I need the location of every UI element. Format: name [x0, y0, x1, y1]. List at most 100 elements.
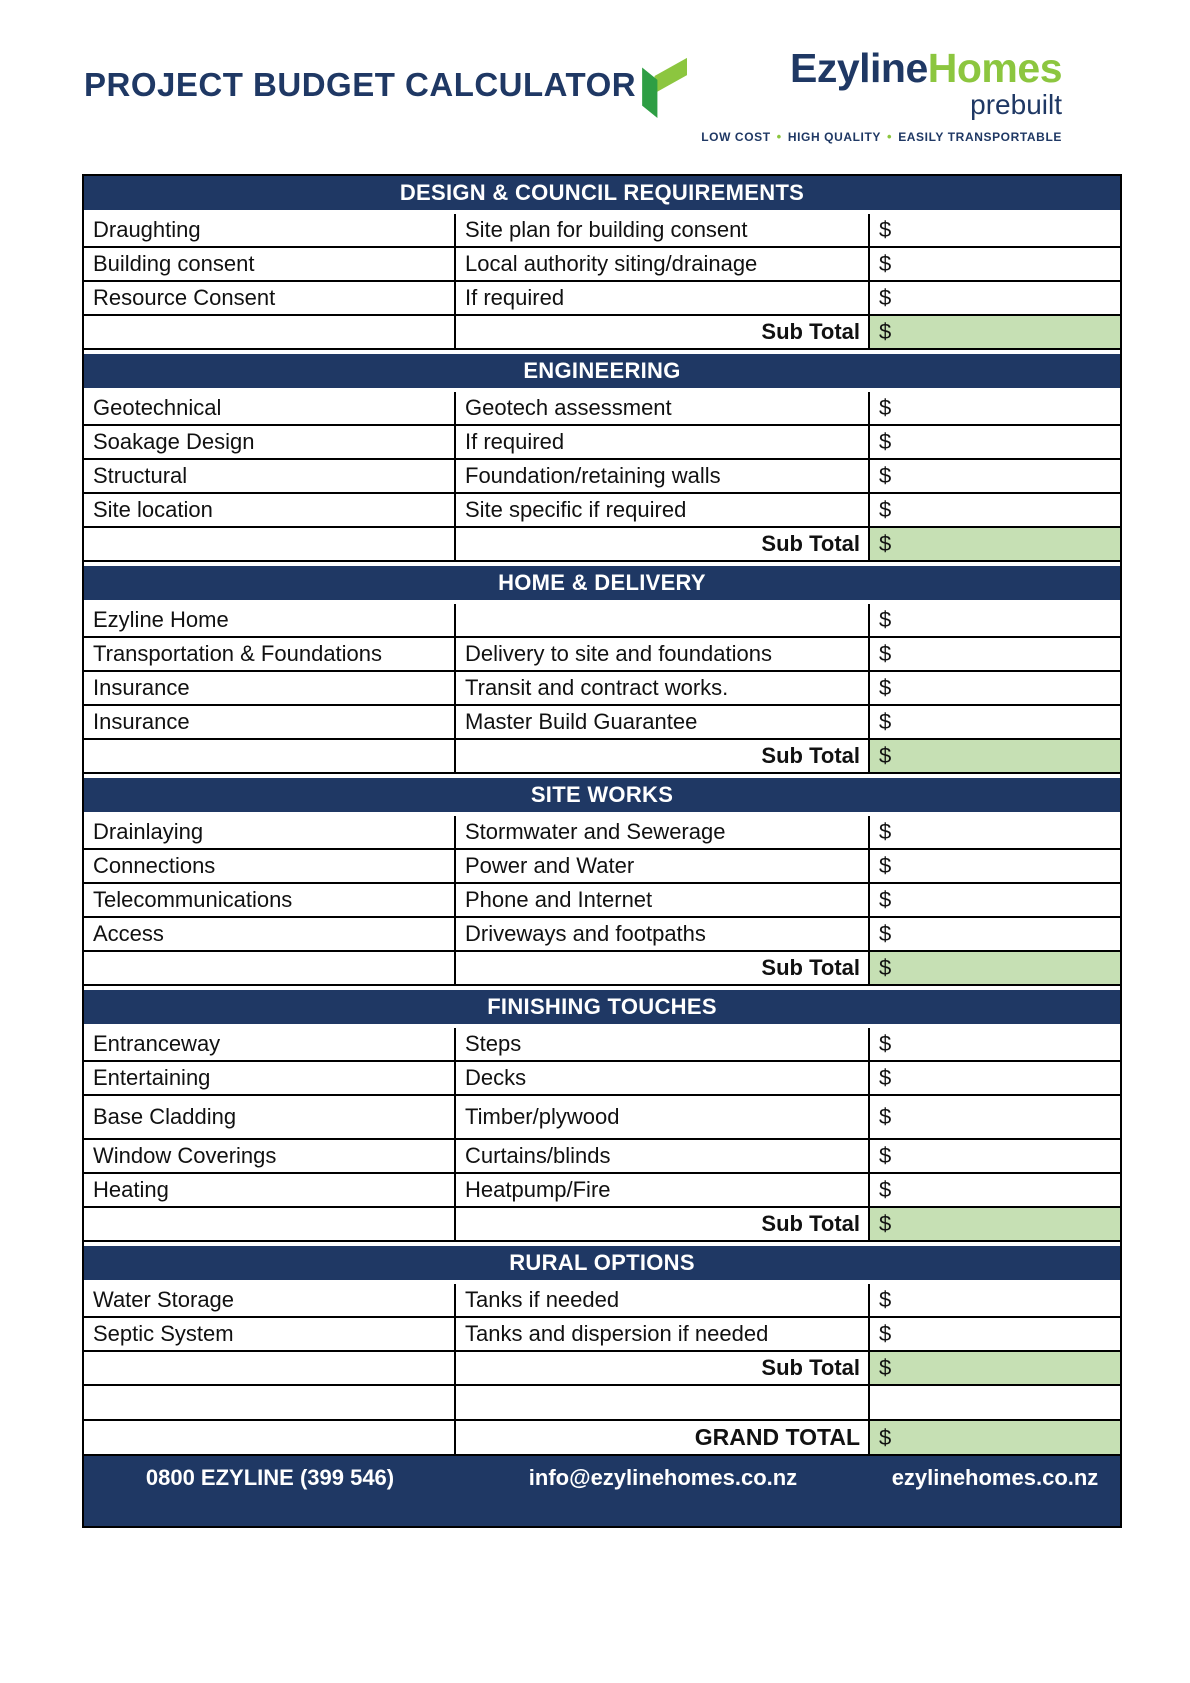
description-cell: If required — [456, 426, 870, 458]
empty-cell — [84, 528, 456, 560]
item-cell: Access — [84, 918, 456, 950]
empty-cell — [84, 1386, 456, 1419]
amount-cell[interactable]: $ — [870, 1140, 1120, 1172]
brand-subtitle: prebuilt — [970, 89, 1062, 120]
amount-cell[interactable]: $ — [870, 1096, 1120, 1138]
table-row: Insurance Transit and contract works. $ — [84, 672, 1120, 706]
description-cell: Site plan for building consent — [456, 214, 870, 246]
item-cell: Connections — [84, 850, 456, 882]
amount-cell[interactable]: $ — [870, 850, 1120, 882]
amount-cell[interactable]: $ — [870, 604, 1120, 636]
empty-cell — [456, 1386, 870, 1419]
amount-cell[interactable]: $ — [870, 214, 1120, 246]
amount-cell[interactable]: $ — [870, 672, 1120, 704]
table-row: Insurance Master Build Guarantee $ — [84, 706, 1120, 740]
item-cell: Septic System — [84, 1318, 456, 1350]
amount-cell[interactable]: $ — [870, 706, 1120, 738]
currency-symbol: $ — [879, 1424, 892, 1450]
grand-total-label: GRAND TOTAL — [456, 1421, 870, 1454]
item-cell: Insurance — [84, 706, 456, 738]
currency-symbol: $ — [879, 285, 892, 310]
table-row: Transportation & Foundations Delivery to … — [84, 638, 1120, 672]
sub-total-row: Sub Total $ — [84, 316, 1120, 350]
budget-table: DESIGN & COUNCIL REQUIREMENTS Draughting S… — [82, 174, 1122, 1528]
item-cell: Structural — [84, 460, 456, 492]
table-row: Base Cladding Timber/plywood $ — [84, 1096, 1120, 1140]
description-cell: Driveways and footpaths — [456, 918, 870, 950]
currency-symbol: $ — [879, 1065, 892, 1090]
amount-cell[interactable]: $ — [870, 1421, 1120, 1454]
description-cell: Power and Water — [456, 850, 870, 882]
footer-bar: 0800 EZYLINE (399 546) info@ezylinehomes… — [84, 1456, 1120, 1526]
amount-cell[interactable]: $ — [870, 460, 1120, 492]
currency-symbol: $ — [879, 1143, 892, 1168]
amount-cell[interactable]: $ — [870, 884, 1120, 916]
table-row: Window Coverings Curtains/blinds $ — [84, 1140, 1120, 1174]
currency-symbol: $ — [879, 921, 892, 946]
amount-cell[interactable]: $ — [870, 638, 1120, 670]
section-header-label: ENGINEERING — [523, 358, 681, 383]
currency-symbol: $ — [879, 709, 892, 734]
description-cell: Curtains/blinds — [456, 1140, 870, 1172]
description-cell: Timber/plywood — [456, 1096, 870, 1138]
section-header-label: RURAL OPTIONS — [509, 1250, 695, 1275]
amount-cell[interactable]: $ — [870, 1028, 1120, 1060]
footer-website[interactable]: ezylinehomes.co.nz — [891, 1465, 1099, 1490]
amount-cell[interactable]: $ — [870, 392, 1120, 424]
currency-symbol: $ — [879, 395, 892, 420]
currency-symbol: $ — [879, 955, 892, 980]
amount-cell[interactable]: $ — [870, 528, 1120, 560]
description-cell: Tanks if needed — [456, 1284, 870, 1316]
empty-cell — [870, 1386, 1120, 1419]
currency-symbol: $ — [879, 853, 892, 878]
currency-symbol: $ — [879, 1211, 892, 1236]
amount-cell[interactable]: $ — [870, 1208, 1120, 1240]
amount-cell[interactable]: $ — [870, 1318, 1120, 1350]
description-cell: Phone and Internet — [456, 884, 870, 916]
amount-cell[interactable]: $ — [870, 1174, 1120, 1206]
amount-cell[interactable]: $ — [870, 426, 1120, 458]
table-row: Building consent Local authority siting/d… — [84, 248, 1120, 282]
description-cell: Master Build Guarantee — [456, 706, 870, 738]
amount-cell[interactable]: $ — [870, 494, 1120, 526]
sub-total-label: Sub Total — [456, 316, 870, 348]
blank-row — [84, 1386, 1120, 1421]
footer-phone[interactable]: 0800 EZYLINE (399 546) — [145, 1465, 395, 1490]
amount-cell[interactable]: $ — [870, 1352, 1120, 1384]
amount-cell[interactable]: $ — [870, 952, 1120, 984]
item-cell: Window Coverings — [84, 1140, 456, 1172]
section-header-label: SITE WORKS — [530, 782, 674, 807]
amount-cell[interactable]: $ — [870, 918, 1120, 950]
currency-symbol: $ — [879, 819, 892, 844]
description-cell: Local authority siting/drainage — [456, 248, 870, 280]
amount-cell[interactable]: $ — [870, 740, 1120, 772]
item-cell: Insurance — [84, 672, 456, 704]
currency-symbol: $ — [879, 607, 892, 632]
amount-cell[interactable]: $ — [870, 1062, 1120, 1094]
currency-symbol: $ — [879, 497, 892, 522]
currency-symbol: $ — [879, 217, 892, 242]
section-header-label: FINISHING TOUCHES — [487, 994, 717, 1019]
table-row: Access Driveways and footpaths $ — [84, 918, 1120, 952]
table-row: Connections Power and Water $ — [84, 850, 1120, 884]
empty-cell — [84, 740, 456, 772]
amount-cell[interactable]: $ — [870, 248, 1120, 280]
currency-symbol: $ — [879, 319, 892, 344]
item-cell: Resource Consent — [84, 282, 456, 314]
item-cell: Telecommunications — [84, 884, 456, 916]
currency-symbol: $ — [879, 1031, 892, 1056]
section-header: HOME & DELIVERY — [84, 566, 1120, 600]
brand-name: EzylineHomes — [790, 48, 1063, 89]
amount-cell[interactable]: $ — [870, 816, 1120, 848]
empty-cell — [84, 1421, 456, 1454]
item-cell: Building consent — [84, 248, 456, 280]
sub-total-row: Sub Total $ — [84, 1352, 1120, 1386]
amount-cell[interactable]: $ — [870, 1284, 1120, 1316]
section-header: FINISHING TOUCHES — [84, 990, 1120, 1024]
table-row: Entertaining Decks $ — [84, 1062, 1120, 1096]
amount-cell[interactable]: $ — [870, 282, 1120, 314]
amount-cell[interactable]: $ — [870, 316, 1120, 348]
section-header: ENGINEERING — [84, 354, 1120, 388]
footer-email[interactable]: info@ezylinehomes.co.nz — [528, 1465, 798, 1490]
table-row: Water Storage Tanks if needed $ — [84, 1284, 1120, 1318]
